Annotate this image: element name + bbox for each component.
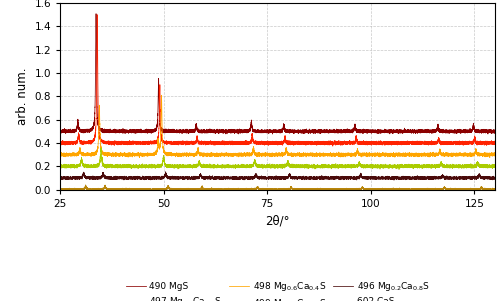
Y-axis label: arb. num.: arb. num.	[16, 67, 29, 125]
X-axis label: 2θ/°: 2θ/°	[265, 214, 290, 227]
Legend: 490 MgS, 497 Mg$_{0.8}$Ca$_{0.2}$S, 498 Mg$_{0.6}$Ca$_{0.4}$S, 499 Mg$_{0.4}$Ca$: 490 MgS, 497 Mg$_{0.8}$Ca$_{0.2}$S, 498 …	[124, 278, 431, 301]
